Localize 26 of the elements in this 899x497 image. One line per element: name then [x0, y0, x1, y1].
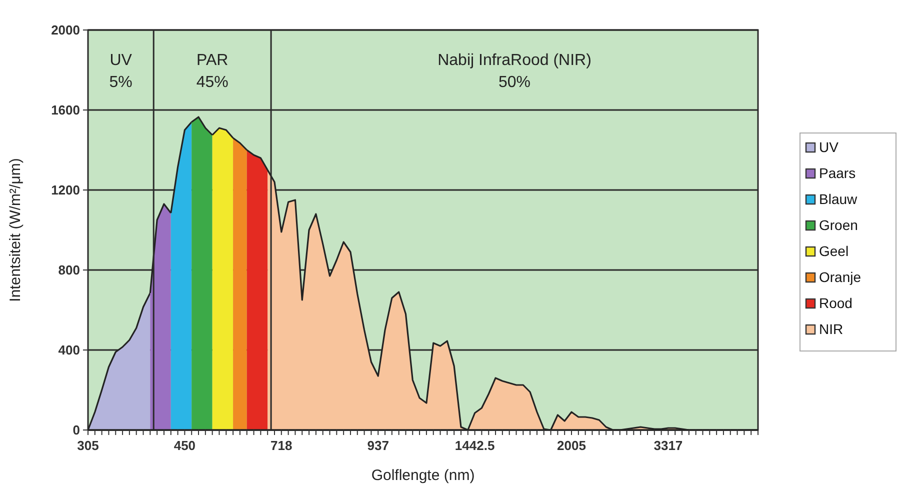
- x-tick-label: 305: [77, 438, 99, 453]
- y-tick-label: 1200: [51, 182, 80, 198]
- legend-label: Oranje: [819, 269, 862, 285]
- annotation: PAR 45%: [196, 52, 228, 91]
- y-tick-label: 800: [58, 262, 80, 278]
- x-axis-title: Golflengte (nm): [371, 467, 475, 484]
- legend-label: UV: [819, 139, 840, 155]
- x-tick-label: 3317: [654, 438, 683, 453]
- x-tick-label: 937: [367, 438, 389, 453]
- legend-label: Groen: [819, 217, 858, 233]
- legend-label: Blauw: [819, 191, 858, 207]
- annotation: UV 5%: [109, 52, 132, 91]
- x-tick-label: 2005: [557, 438, 586, 453]
- legend-label: Geel: [819, 243, 849, 259]
- y-axis-title: Intentsiteit (W/m²/μm): [7, 158, 24, 302]
- legend-label: Paars: [819, 165, 856, 181]
- x-tick-label: 1442.5: [454, 438, 495, 453]
- y-tick-label: 0: [72, 422, 80, 438]
- x-tick-label: 718: [270, 438, 292, 453]
- x-tick-label: 450: [174, 438, 196, 453]
- y-tick-label: 400: [58, 342, 80, 358]
- legend-label: NIR: [819, 321, 844, 337]
- y-tick-label: 1600: [51, 102, 80, 118]
- legend-label: Rood: [819, 295, 852, 311]
- y-tick-label: 2000: [51, 22, 80, 38]
- annotation: Nabij InfraRood (NIR) 50%: [438, 52, 592, 91]
